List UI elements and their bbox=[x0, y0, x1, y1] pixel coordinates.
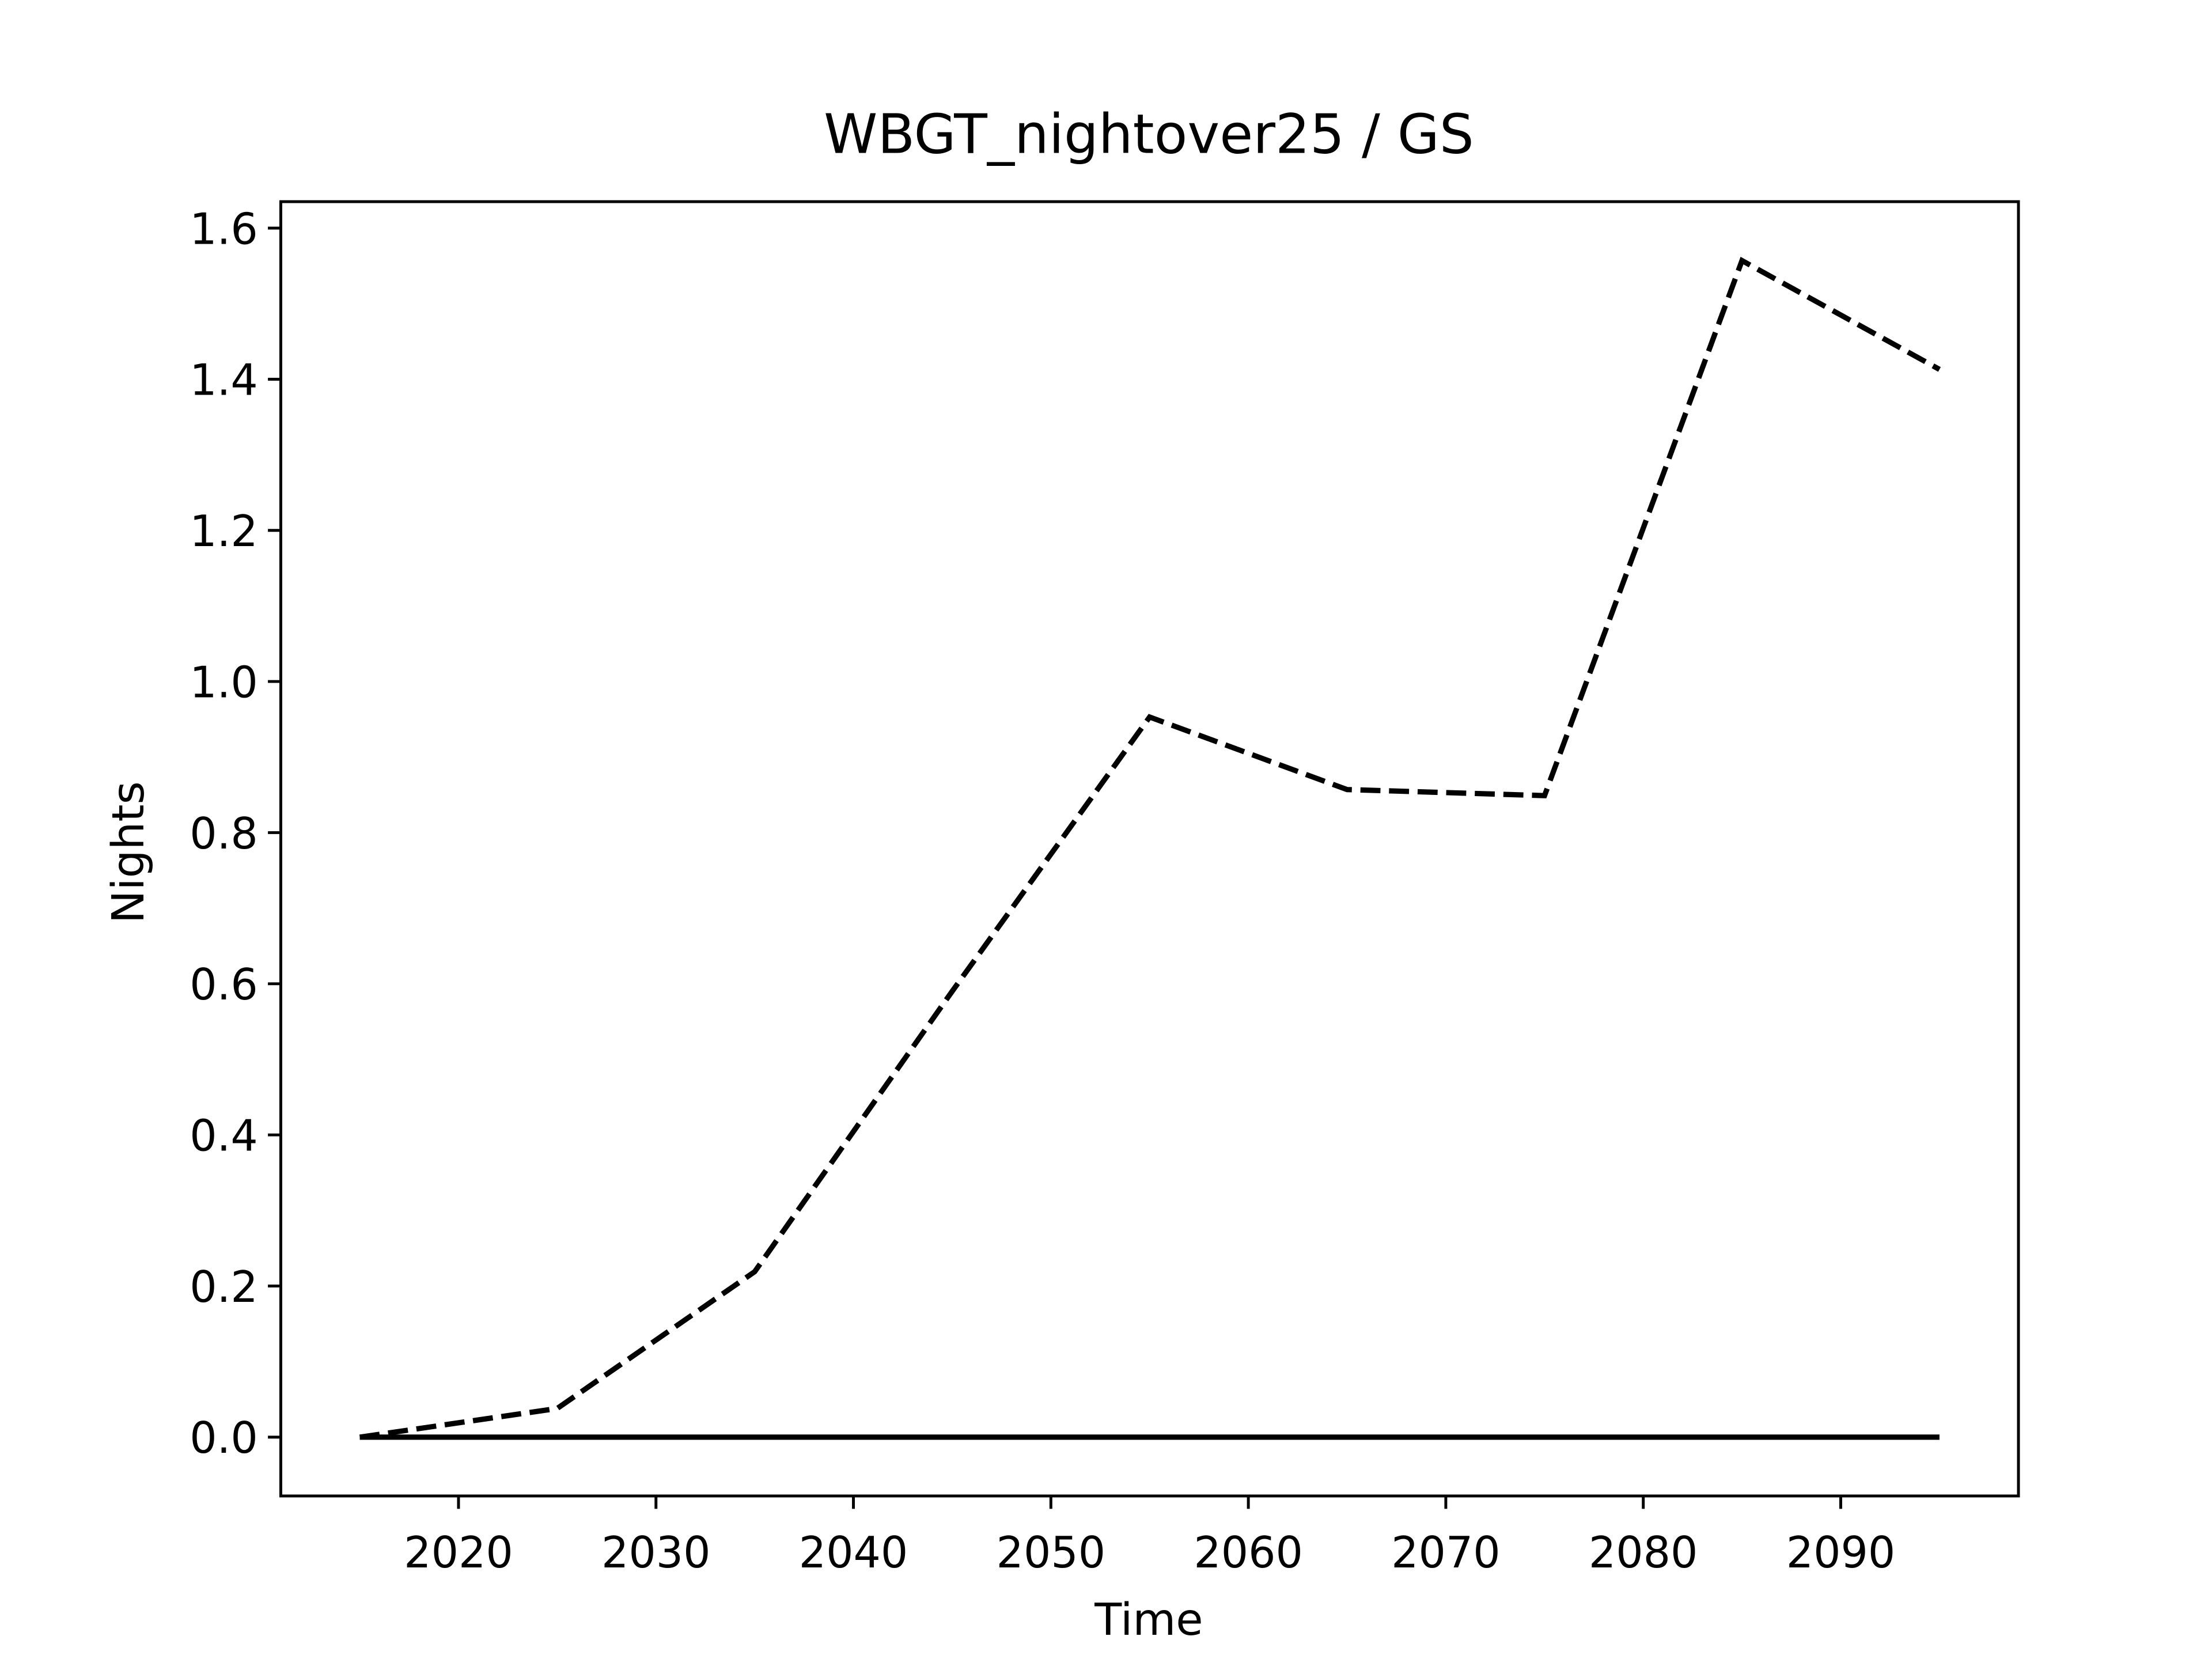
y-tick-label: 0.8 bbox=[190, 809, 257, 859]
x-tick-label: 2030 bbox=[601, 1528, 711, 1578]
x-tick-label: 2060 bbox=[1194, 1528, 1303, 1578]
x-tick-label: 2080 bbox=[1589, 1528, 1698, 1578]
x-tick-label: 2050 bbox=[997, 1528, 1106, 1578]
x-tick-label: 2040 bbox=[799, 1528, 908, 1578]
x-tick-label: 2020 bbox=[404, 1528, 513, 1578]
y-tick-label: 1.2 bbox=[190, 506, 257, 556]
y-tick-label: 0.0 bbox=[190, 1413, 257, 1463]
y-tick-label: 1.4 bbox=[190, 355, 257, 406]
y-axis-label: Nights bbox=[103, 781, 154, 923]
x-tick-label: 2070 bbox=[1391, 1528, 1501, 1578]
plot-frame bbox=[279, 200, 2020, 1498]
y-tick-label: 1.0 bbox=[190, 657, 257, 707]
chart-title: WBGT_nightover25 / GS bbox=[824, 103, 1474, 166]
x-tick-label: 2090 bbox=[1786, 1528, 1896, 1578]
y-tick-label: 1.6 bbox=[190, 204, 257, 254]
x-axis-label: Time bbox=[1094, 1594, 1203, 1646]
y-tick-label: 0.4 bbox=[190, 1111, 257, 1161]
line-series bbox=[359, 256, 1941, 1440]
y-tick-label: 0.2 bbox=[190, 1262, 257, 1312]
y-tick-label: 0.6 bbox=[190, 960, 257, 1010]
